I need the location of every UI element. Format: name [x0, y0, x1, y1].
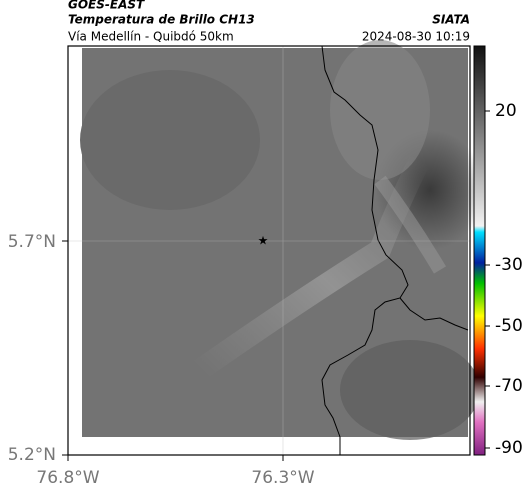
location-marker: ★: [258, 234, 269, 248]
lat-label: 5.7°N: [8, 232, 56, 252]
source: GOES-EAST: [68, 0, 145, 12]
colorbar-label: 20: [495, 101, 517, 121]
colorbar-label: -70: [495, 376, 523, 396]
lon-label: 76.3°W: [251, 468, 314, 488]
colorbar-label: -50: [495, 316, 523, 336]
colorbar: [473, 45, 486, 456]
axis-ticks: [62, 240, 284, 461]
org: SIATA: [432, 13, 470, 27]
datetime: 2024-08-30 10:19: [362, 30, 470, 44]
grid: [68, 46, 470, 455]
coastline: [321, 45, 469, 455]
lat-label: 5.2°N: [8, 445, 56, 465]
map-frame: [67, 45, 471, 456]
subtitle: Vía Medellín - Quibdó 50km: [68, 30, 234, 44]
satellite-image: [80, 40, 485, 440]
colorbar-ticks: [485, 110, 490, 449]
title: Temperatura de Brillo CH13: [68, 13, 255, 27]
lon-label: 76.8°W: [36, 468, 99, 488]
colorbar-label: -90: [495, 438, 523, 458]
colorbar-label: -30: [495, 255, 523, 275]
